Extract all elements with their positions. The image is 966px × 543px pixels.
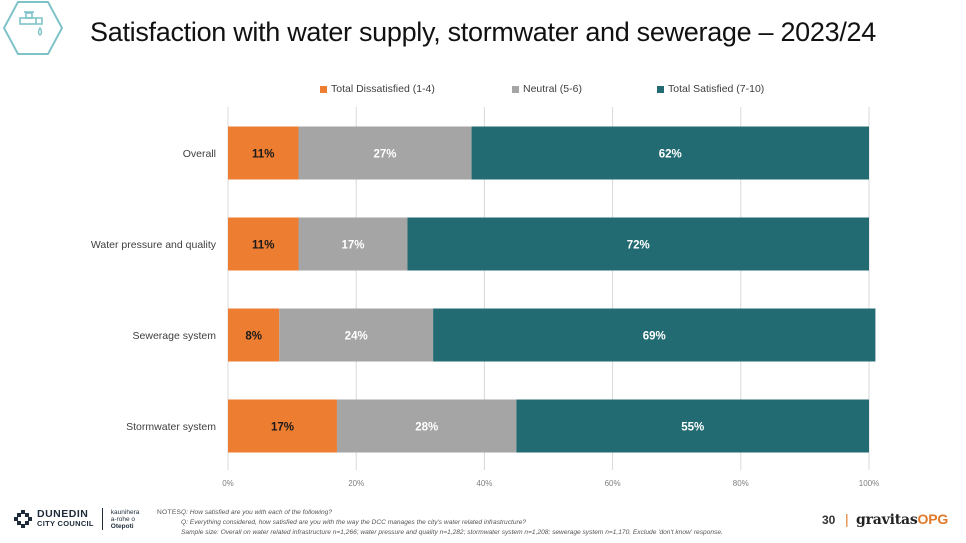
legend-item-neutral: Neutral (5-6): [512, 83, 582, 95]
note-line-3: Sample size: Overall on water related in…: [181, 529, 723, 536]
data-label: 11%: [252, 240, 274, 252]
data-label: 24%: [345, 331, 368, 343]
category-label: Stormwater system: [126, 421, 216, 433]
data-label: 17%: [341, 240, 364, 252]
data-label: 72%: [627, 240, 650, 252]
data-label: 55%: [681, 422, 704, 434]
data-label: 11%: [252, 149, 274, 161]
stacked-bar-chart: 0% 20% 40% 60% 80% 100% Overall 11% 27% 62% Water …: [91, 107, 879, 488]
x-tick-label: 80%: [733, 479, 749, 488]
bar-segment: [228, 399, 337, 453]
dcc-logo: DUNEDIN CITY COUNCIL kaunihera a-rohe o …: [14, 506, 139, 532]
category-label: Water pressure and quality: [91, 239, 217, 251]
note-line-1: Q: How satisfied are you with each of th…: [181, 509, 333, 516]
x-tick-label: 40%: [476, 479, 492, 488]
bar-segment: [298, 217, 408, 271]
bar-segment: [471, 126, 869, 180]
bar-segment: [298, 126, 472, 180]
bar-segment: [407, 217, 869, 271]
data-label: 8%: [245, 331, 262, 343]
dcc-name: DUNEDIN: [37, 508, 89, 520]
dcc-maori-3: Otepoti: [110, 522, 134, 530]
bar-segment: [433, 308, 876, 362]
brand-main: gravitas: [856, 512, 918, 528]
notes-label: NOTES: [157, 509, 182, 516]
legend-label-neutral: Neutral (5-6): [523, 83, 582, 95]
dcc-maori-2: a-rohe o: [110, 515, 136, 523]
legend-swatch-satisfied: [657, 85, 664, 93]
x-tick-label: 60%: [605, 479, 621, 488]
category-label: Overall: [183, 148, 216, 160]
data-label: 62%: [659, 149, 682, 161]
chart-legend: Total Dissatisfied (1-4) Neutral (5-6) T…: [0, 83, 966, 97]
dcc-emblem-icon: [14, 510, 32, 528]
bar-segment: [228, 217, 299, 271]
bar-segment: [228, 126, 299, 180]
bar-segment: [279, 308, 434, 362]
legend-item-satisfied: Total Satisfied (7-10): [657, 83, 764, 95]
legend-swatch-neutral: [512, 85, 519, 93]
legend-item-dissatisfied: Total Dissatisfied (1-4): [320, 83, 435, 95]
data-label: 28%: [415, 422, 438, 434]
brand-separator: |: [845, 511, 849, 527]
water-tap-icon: [2, 1, 64, 55]
data-label: 69%: [643, 331, 666, 343]
bar-segment: [228, 308, 280, 362]
bar-segment: [516, 399, 869, 453]
x-tick-label: 20%: [348, 479, 364, 488]
legend-label-dissatisfied: Total Dissatisfied (1-4): [331, 83, 435, 95]
bar-segment: [336, 399, 517, 453]
x-tick-label: 0%: [222, 479, 234, 488]
category-label: Sewerage system: [133, 330, 217, 342]
note-line-2: Q: Everything considered, how satisfied …: [181, 519, 527, 526]
gravitas-logo: gravitasOPG: [856, 511, 948, 528]
brand-accent: OPG: [917, 511, 949, 527]
dcc-sub: CITY COUNCIL: [37, 519, 94, 528]
data-label: 27%: [374, 149, 397, 161]
page-number: 30: [822, 513, 836, 527]
dcc-divider: [101, 508, 103, 530]
legend-label-satisfied: Total Satisfied (7-10): [668, 83, 765, 95]
x-tick-label: 100%: [859, 479, 879, 488]
dcc-maori-1: kaunihera: [110, 508, 140, 516]
page-title: Satisfaction with water supply, stormwat…: [90, 17, 876, 47]
data-label: 17%: [271, 422, 294, 434]
legend-swatch-dissatisfied: [320, 85, 327, 93]
